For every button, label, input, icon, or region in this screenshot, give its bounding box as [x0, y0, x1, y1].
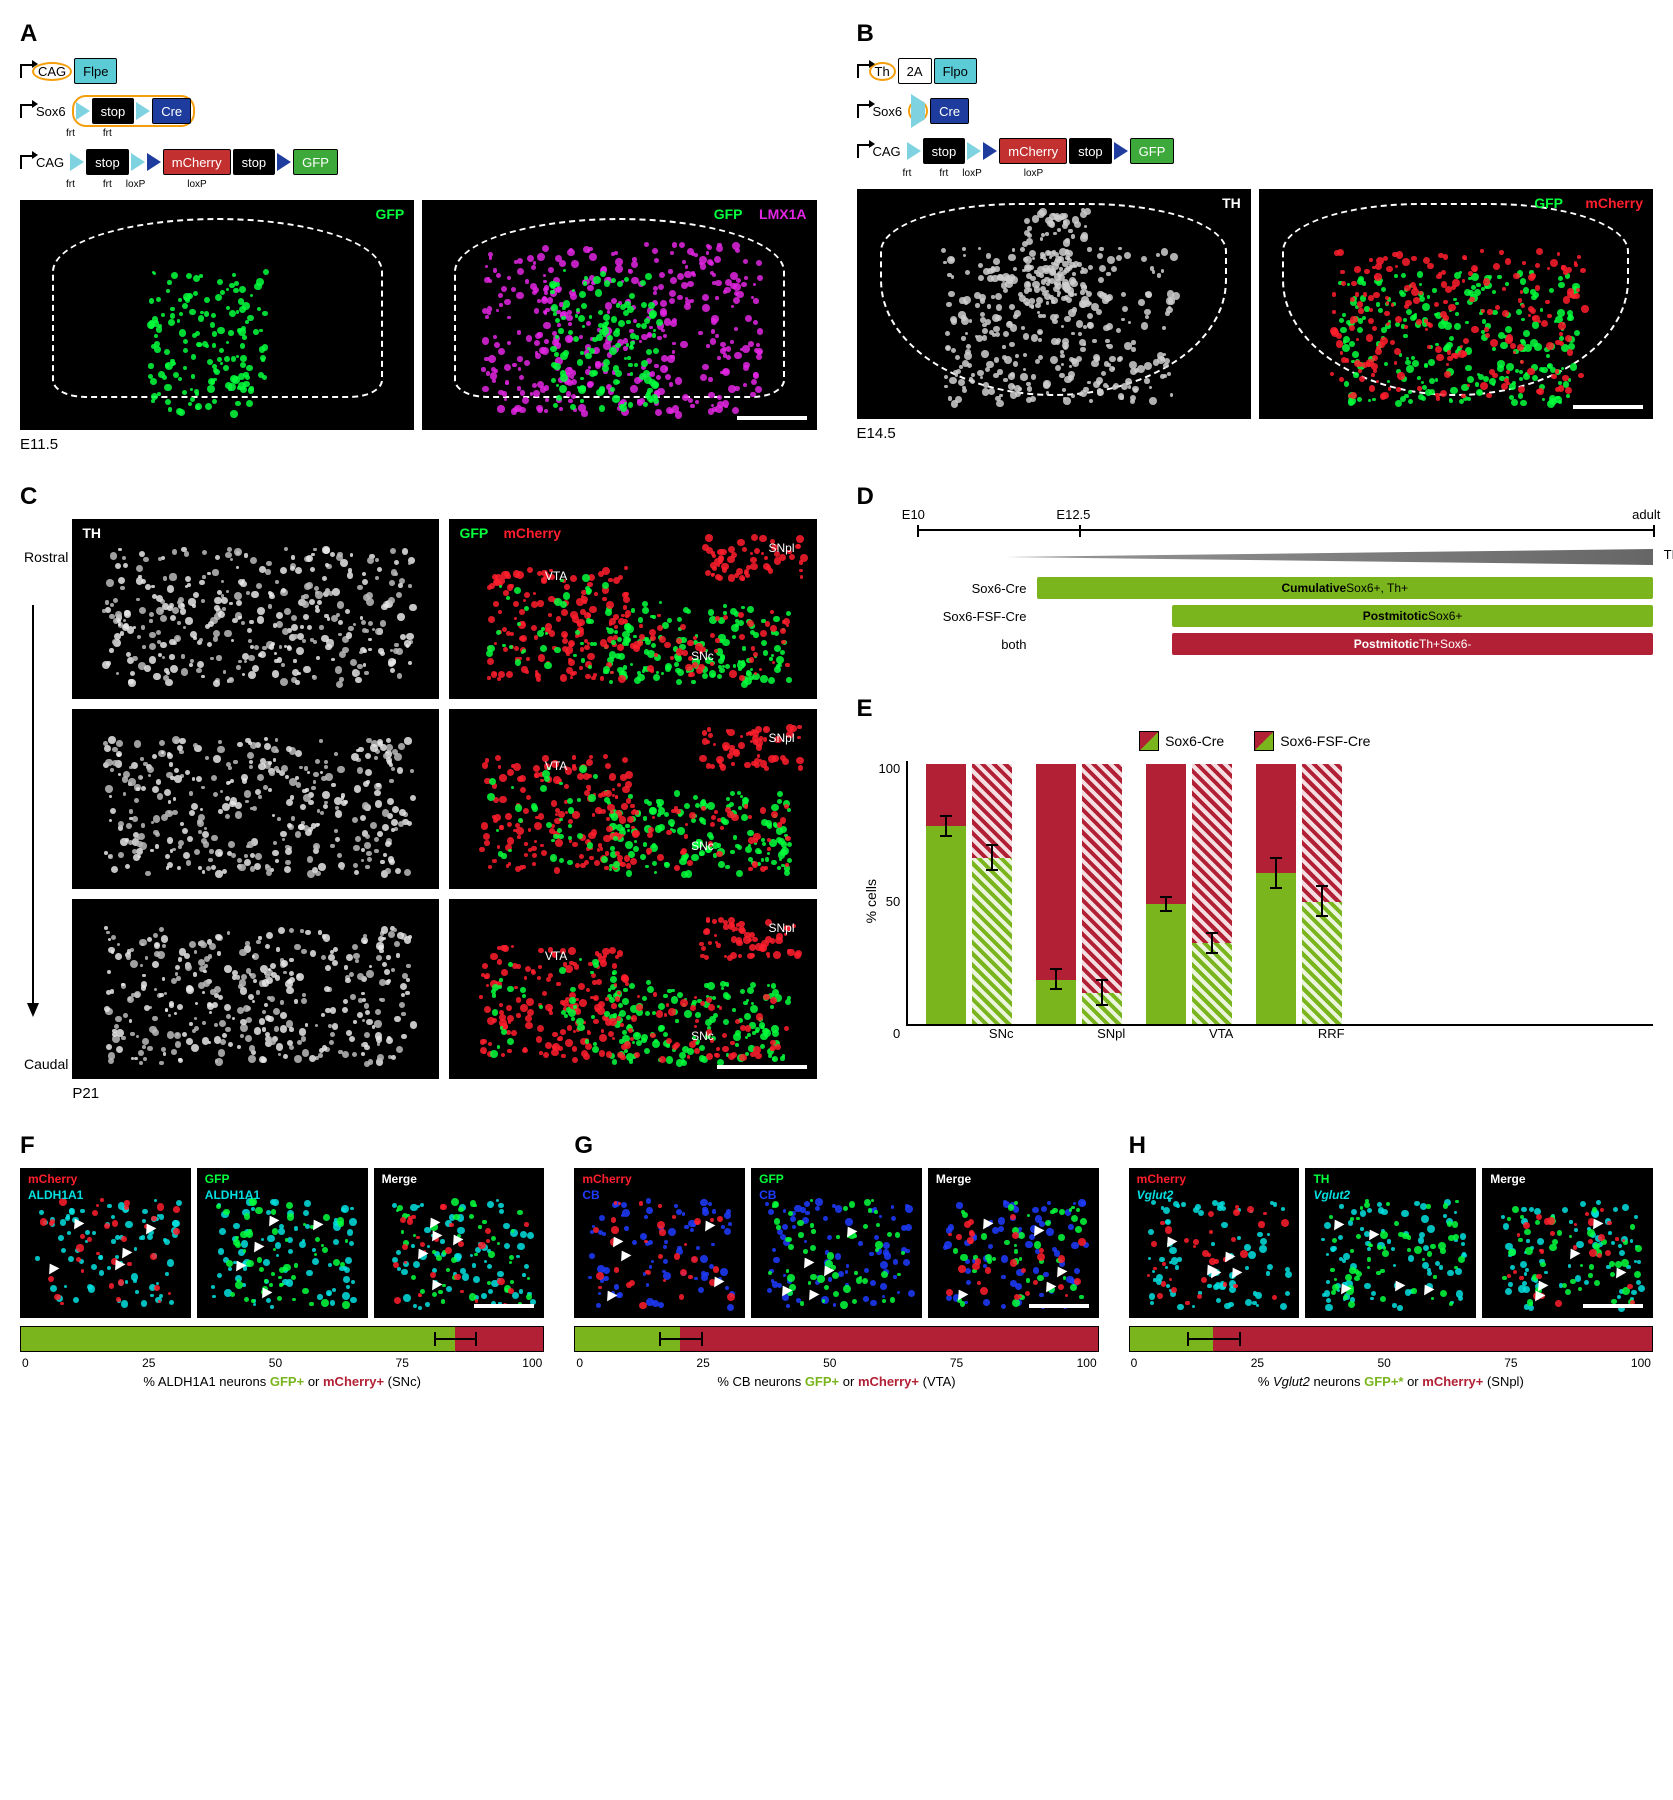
panel-C-stage: P21: [72, 1085, 816, 1102]
panel-F-img-0: mCherryALDH1A1: [20, 1168, 191, 1318]
label-th: TH: [1222, 195, 1241, 211]
panel-B: B Th2AFlpoSox6CreCAGstopmCherrystopGFPfr…: [857, 20, 1654, 453]
panel-A-image-left: GFP: [20, 200, 414, 430]
panel-D-timeline: E10 E12.5 adult TH Sox6-CreCumulative So…: [857, 519, 1654, 665]
panel-H-img-0: mCherryVglut2: [1129, 1168, 1300, 1318]
label-mcherry: mCherry: [1585, 195, 1643, 211]
panel-B-image-right: GFP mCherry: [1259, 189, 1653, 419]
panel-E-legend: Sox6-Cre Sox6-FSF-Cre: [857, 731, 1654, 751]
legend-swatch-hatched: [1254, 731, 1274, 751]
panel-G: GmCherryCBGFPCBMerge0255075100% CB neuro…: [574, 1132, 1098, 1389]
panels-FGH-row: FmCherryALDH1A1GFPALDH1A1Merge0255075100…: [20, 1132, 1653, 1389]
label-gfp: GFP: [714, 206, 743, 222]
panel-B-image-left: TH: [857, 189, 1251, 419]
panel-A-stage: E11.5: [20, 436, 817, 453]
label-gfp: GFP: [1534, 195, 1563, 211]
panel-G-img-2: Merge: [928, 1168, 1099, 1318]
panel-G-img-1: GFPCB: [751, 1168, 922, 1318]
panel-C-merge-0: GFPmCherryVTASNplSNc: [449, 519, 816, 699]
chart-E-ylabel: % cells: [857, 879, 879, 923]
panel-B-constructs: Th2AFlpoSox6CreCAGstopmCherrystopGFPfrtf…: [857, 56, 1654, 179]
panel-C: C Rostral Caudal THGFPmCherryVTASNplSNcV…: [20, 483, 817, 1102]
panel-H-img-1: THVglut2: [1305, 1168, 1476, 1318]
panel-DE-column: D E10 E12.5 adult TH Sox6-CreCumulative …: [857, 483, 1654, 1102]
chart-E-yticks: 100500: [879, 761, 907, 1041]
legend-swatch-solid: [1139, 731, 1159, 751]
figure-root: A CAGFlpeSox6stopCrefrtfrtCAGstopmCherry…: [20, 20, 1653, 1389]
panel-A-images: GFP GFP LMX1A: [20, 200, 817, 430]
rostral-label: Rostral: [24, 549, 68, 565]
chart-E-plot: [906, 761, 1653, 1026]
panel-C-label: C: [20, 483, 817, 511]
legend-sox6-fsf-cre: Sox6-FSF-Cre: [1280, 733, 1370, 749]
panel-C-merge-1: VTASNplSNc: [449, 709, 816, 889]
label-lmx1a: LMX1A: [759, 206, 806, 222]
chart-E-xlabels: SNcSNplVTARRF: [940, 1026, 1653, 1041]
tick-adult: adult: [1632, 507, 1660, 522]
panel-C-th-2: [72, 899, 439, 1079]
panel-B-images: TH GFP mCherry: [857, 189, 1654, 419]
label-gfp: GFP: [375, 206, 404, 222]
panel-C-th-1: [72, 709, 439, 889]
panel-D-label: D: [857, 483, 1654, 511]
legend-sox6-cre: Sox6-Cre: [1165, 733, 1224, 749]
panel-F-img-2: Merge: [374, 1168, 545, 1318]
scalebar: [737, 416, 807, 420]
tick-E10: E10: [902, 507, 925, 522]
panel-A-constructs: CAGFlpeSox6stopCrefrtfrtCAGstopmCherryst…: [20, 56, 817, 190]
th-wedge: [1005, 549, 1653, 565]
caudal-label: Caudal: [24, 1056, 68, 1072]
panel-A-image-right: GFP LMX1A: [422, 200, 816, 430]
panel-A-label: A: [20, 20, 817, 48]
panel-B-stage: E14.5: [857, 425, 1654, 442]
panel-C-th-0: TH: [72, 519, 439, 699]
panel-B-label: B: [857, 20, 1654, 48]
scalebar: [1573, 405, 1643, 409]
panel-G-img-0: mCherryCB: [574, 1168, 745, 1318]
tick-E12.5: E12.5: [1056, 507, 1090, 522]
panel-E-label: E: [857, 695, 1654, 723]
panel-H-img-2: Merge: [1482, 1168, 1653, 1318]
panel-C-grid: THGFPmCherryVTASNplSNcVTASNplSNcVTASNplS…: [72, 519, 816, 1079]
panel-A: A CAGFlpeSox6stopCrefrtfrtCAGstopmCherry…: [20, 20, 817, 453]
th-wedge-label: TH: [1664, 547, 1673, 562]
rostrocaudal-arrow: [24, 601, 42, 1021]
panel-F: FmCherryALDH1A1GFPALDH1A1Merge0255075100…: [20, 1132, 544, 1389]
panel-H: HmCherryVglut2THVglut2Merge0255075100% V…: [1129, 1132, 1653, 1389]
panel-F-img-1: GFPALDH1A1: [197, 1168, 368, 1318]
panel-C-merge-2: VTASNplSNc: [449, 899, 816, 1079]
